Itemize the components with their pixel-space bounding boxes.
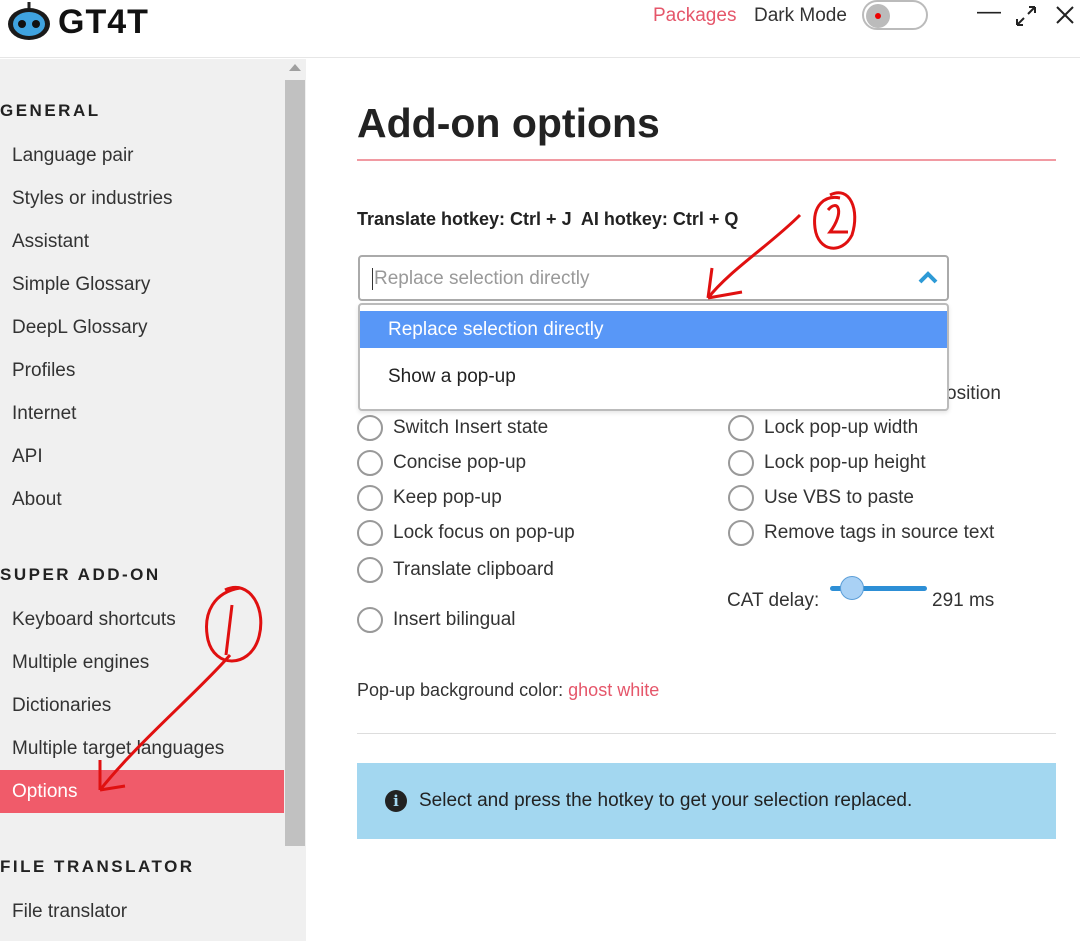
cat-delay-slider-handle[interactable] bbox=[840, 576, 864, 600]
sidebar-item-assistant[interactable]: Assistant bbox=[12, 231, 90, 252]
info-text: Select and press the hotkey to get your … bbox=[419, 790, 913, 811]
cat-delay-value: 291 ms bbox=[932, 590, 995, 611]
info-box: i Select and press the hotkey to get your… bbox=[357, 763, 1056, 839]
option-replace-selection[interactable]: Replace selection directly bbox=[360, 311, 947, 348]
sidebar-item-keyboard-shortcuts[interactable]: Keyboard shortcuts bbox=[12, 609, 176, 630]
scrollbar-thumb[interactable] bbox=[285, 80, 305, 846]
sidebar-item-simple-glossary[interactable]: Simple Glossary bbox=[12, 274, 151, 295]
radio[interactable] bbox=[728, 520, 754, 546]
section-file-translator: FILE TRANSLATOR bbox=[0, 857, 195, 876]
info-icon: i bbox=[385, 790, 407, 812]
packages-link[interactable]: Packages bbox=[653, 5, 737, 26]
select-value: Replace selection directly bbox=[372, 268, 590, 290]
robot-logo-icon bbox=[8, 2, 50, 40]
option-lock-focus[interactable]: Lock focus on pop-up bbox=[357, 520, 575, 546]
title-bar: GT4T Packages Dark Mode — bbox=[0, 0, 1080, 58]
radio[interactable] bbox=[728, 450, 754, 476]
hotkey-action-select[interactable]: Replace selection directly bbox=[358, 255, 949, 301]
radio[interactable] bbox=[357, 415, 383, 441]
sidebar-item-dictionaries[interactable]: Dictionaries bbox=[12, 695, 112, 716]
sidebar-item-options[interactable]: Options bbox=[0, 770, 284, 813]
chevron-up-icon[interactable] bbox=[917, 269, 939, 285]
option-concise-popup[interactable]: Concise pop-up bbox=[357, 450, 526, 476]
close-icon[interactable] bbox=[1054, 4, 1076, 26]
bg-color-link[interactable]: ghost white bbox=[568, 680, 660, 700]
bg-color-row: Pop-up background color: ghost white bbox=[357, 680, 659, 701]
option-label: Remove tags in source text bbox=[764, 522, 995, 543]
sidebar-item-about[interactable]: About bbox=[12, 489, 62, 510]
cat-delay-label: CAT delay: bbox=[727, 590, 820, 611]
radio[interactable] bbox=[728, 415, 754, 441]
option-lock-width[interactable]: Lock pop-up width bbox=[728, 415, 918, 441]
cat-delay-slider[interactable] bbox=[830, 586, 927, 591]
option-lock-height[interactable]: Lock pop-up height bbox=[728, 450, 926, 476]
sidebar-item-multiple-engines[interactable]: Multiple engines bbox=[12, 652, 150, 673]
option-use-vbs[interactable]: Use VBS to paste bbox=[728, 485, 914, 511]
radio[interactable] bbox=[357, 485, 383, 511]
option-label: Translate clipboard bbox=[393, 559, 554, 580]
option-insert-bilingual[interactable]: Insert bilingual bbox=[357, 607, 516, 633]
option-label: Insert bilingual bbox=[393, 609, 516, 630]
hotkeys-text: Translate hotkey: Ctrl + J AI hotkey: Ct… bbox=[357, 209, 739, 229]
annotation-circle-2 bbox=[813, 191, 857, 250]
toggle-knob bbox=[866, 4, 890, 28]
sidebar-item-file-translator[interactable]: File translator bbox=[12, 901, 128, 922]
radio[interactable] bbox=[357, 607, 383, 633]
sidebar-item-multiple-target-languages[interactable]: Multiple target languages bbox=[12, 738, 225, 759]
scroll-up-icon[interactable] bbox=[289, 64, 301, 71]
maximize-icon[interactable] bbox=[1014, 4, 1038, 28]
app-title: GT4T bbox=[58, 2, 149, 41]
option-label: Lock focus on pop-up bbox=[393, 522, 575, 543]
section-super-add-on: SUPER ADD-ON bbox=[0, 565, 161, 584]
option-remove-tags[interactable]: Remove tags in source text bbox=[728, 520, 994, 546]
radio[interactable] bbox=[357, 520, 383, 546]
divider bbox=[357, 733, 1056, 734]
minimize-icon[interactable]: — bbox=[977, 0, 1001, 25]
dark-mode-label: Dark Mode bbox=[754, 5, 847, 26]
radio[interactable] bbox=[728, 485, 754, 511]
radio[interactable] bbox=[357, 557, 383, 583]
page-title: Add-on options bbox=[357, 100, 660, 146]
dark-mode-toggle[interactable] bbox=[862, 0, 928, 30]
option-switch-insert[interactable]: Switch Insert state bbox=[357, 415, 548, 441]
option-show-popup[interactable]: Show a pop-up bbox=[388, 366, 516, 387]
option-label: Concise pop-up bbox=[393, 452, 527, 473]
sidebar-item-profiles[interactable]: Profiles bbox=[12, 360, 76, 381]
bg-color-label: Pop-up background color: bbox=[357, 680, 564, 700]
sidebar-item-deepl-glossary[interactable]: DeepL Glossary bbox=[12, 317, 148, 338]
select-dropdown: Replace selection directly Show a pop-up bbox=[358, 303, 949, 411]
option-label: Use VBS to paste bbox=[764, 487, 914, 508]
sidebar-item-internet[interactable]: Internet bbox=[12, 403, 77, 424]
option-translate-clipboard[interactable]: Translate clipboard bbox=[357, 557, 554, 583]
sidebar-item-api[interactable]: API bbox=[12, 446, 43, 467]
sidebar-item-language-pair[interactable]: Language pair bbox=[12, 145, 134, 166]
option-label: Lock pop-up width bbox=[764, 417, 919, 438]
logo: GT4T bbox=[6, 2, 149, 42]
option-label: Lock pop-up height bbox=[764, 452, 926, 473]
title-underline bbox=[357, 159, 1056, 161]
partial-option-label: osition bbox=[946, 383, 1001, 404]
sidebar-item-styles[interactable]: Styles or industries bbox=[12, 188, 173, 209]
option-keep-popup[interactable]: Keep pop-up bbox=[357, 485, 502, 511]
option-label: Switch Insert state bbox=[393, 417, 549, 438]
option-label: Keep pop-up bbox=[393, 487, 502, 508]
section-general: GENERAL bbox=[0, 101, 101, 120]
radio[interactable] bbox=[357, 450, 383, 476]
